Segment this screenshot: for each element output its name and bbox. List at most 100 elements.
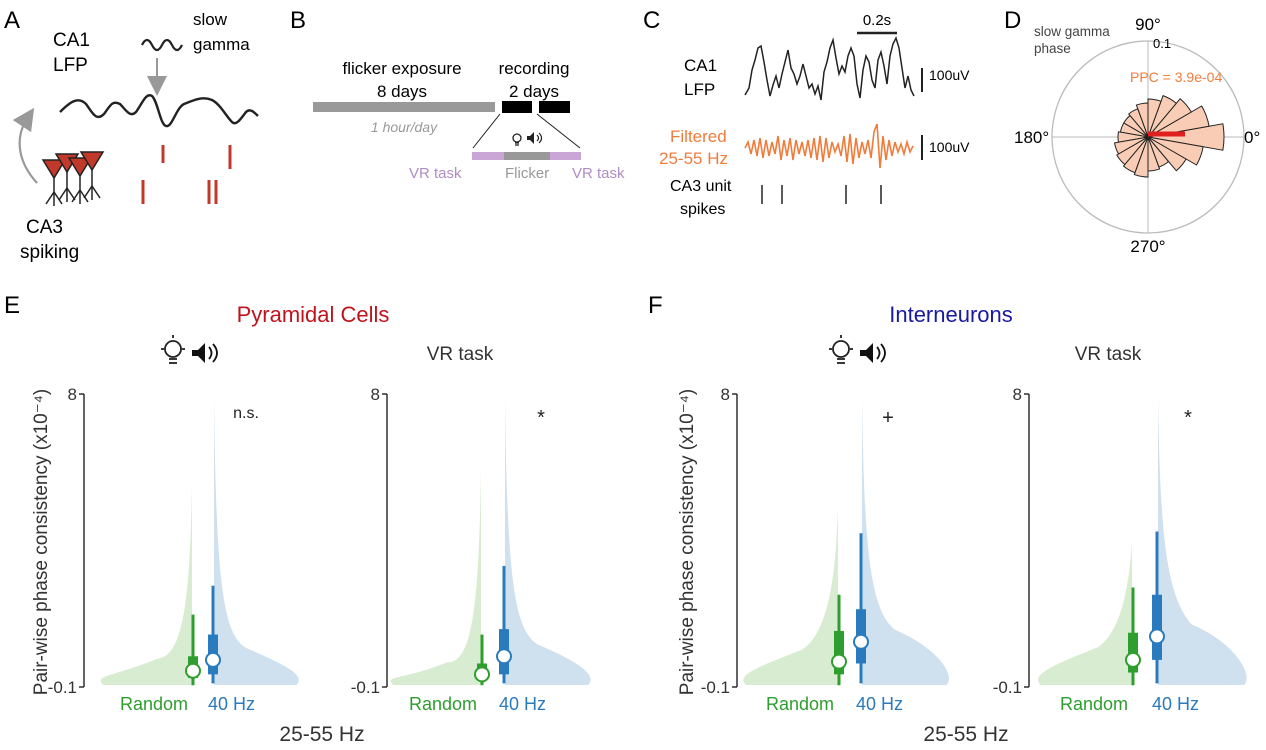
ca3-spiking-label-line1: CA3 [26,217,63,238]
raw-lfp-trace [744,35,915,101]
random-median [474,666,490,683]
panel-f-ylabel: Pair-wise phase consistency (x10⁻⁴) [677,389,698,695]
panel-b: B flicker exposure 8 days recording 2 da… [290,7,625,182]
category-label-40hz: 40 Hz [208,694,255,714]
per-day-label: 1 hour/day [371,119,438,135]
vr-task-right-label: VR task [572,165,625,182]
hz40-median [853,633,869,650]
phase-bin [1147,105,1210,138]
phase-histogram [1113,95,1225,178]
hz40-median [1149,628,1165,645]
recording-label-line1: recording [499,59,570,78]
unit-spike-ticks [761,185,882,204]
ca3-unit-label-line1: CA3 unit [670,178,732,195]
y-tick-label-top: 8 [1013,385,1022,404]
violin-subplot-1: 8 -0.1 Random 40 Hz n.s. [48,385,299,714]
flicker-segment [504,152,550,160]
panel-letter-f: F [648,292,663,319]
slow-gamma-label-line2: gamma [193,35,250,54]
bulb-icon [829,335,853,364]
polar-title-line1: slow gamma [1034,24,1110,39]
hz40-median [205,651,221,668]
zoom-line-left [472,113,501,149]
phase-bin [1147,136,1204,166]
panel-f-flicker-icons [829,335,886,364]
flicker-label: Flicker [505,165,549,182]
category-label-random: Random [409,694,477,714]
panel-letter-b: B [290,7,306,34]
phase-bin [1147,95,1177,138]
ca3-spiking-label-line2: spiking [20,242,79,263]
panel-letter-c: C [643,7,660,34]
y-tick-label-top: 8 [68,385,77,404]
raw-lfp-scale-label: 100uV [929,67,970,83]
panel-c: C 0.2s CA1 LFP 100uV Filtered 25-55 Hz 1… [643,7,970,218]
random-median [1125,651,1141,668]
ca1-lfp-label-line2: LFP [53,55,88,76]
panel-letter-d: D [1004,7,1021,34]
panel-e-flicker-icons [161,335,218,364]
significance-marker: * [537,407,545,429]
violin-subplot-4: 8 -0.1 Random 40 Hz * [993,385,1247,714]
y-tick-label-bottom: -0.1 [701,678,730,697]
panel-f-vr-subtitle: VR task [1075,344,1142,365]
panel-letter-e: E [4,292,20,319]
random-median [831,653,847,670]
y-tick-label-bottom: -0.1 [993,678,1022,697]
panel-letter-a: A [4,7,20,34]
filtered-scale-label: 100uV [929,139,970,155]
panel-f-title: Interneurons [889,302,1013,327]
y-tick-label-top: 8 [371,385,380,404]
violin-random [1037,542,1132,685]
speaker-icon [527,132,543,144]
ca3-neurons-icon [41,151,105,206]
panel-e-xlabel: 25-55 Hz [279,723,364,746]
phase-bin [1147,97,1192,138]
zoom-line-right [536,113,581,149]
random-median [185,662,201,679]
y-tick-label-top: 8 [721,385,730,404]
vr-task-left-label: VR task [409,165,462,182]
phase-bin [1128,108,1149,138]
slow-gamma-label-line1: slow [193,10,228,29]
violin-plots: 8 -0.1 Random 40 Hz n.s. 8 -0.1 Random 40 Hz * 8 -0… [48,385,1247,714]
filtered-label-line1: Filtered [670,127,727,146]
hz40-box [1152,594,1162,660]
panel-e-vr-subtitle: VR task [427,344,494,365]
phase-bin [1147,98,1162,138]
angle-label-0: 0° [1244,128,1260,147]
ca3-spike-ticks [141,145,232,204]
category-label-random: Random [1060,694,1128,714]
speaker-icon [192,343,218,363]
category-label-40hz: 40 Hz [499,694,546,714]
gamma-wave [141,38,183,52]
category-label-random: Random [120,694,188,714]
panel-d: D slow gamma phase 90° 0.1 PPC = 3.9e-04… [1004,7,1260,256]
raw-lfp-label-line2: LFP [684,80,715,99]
violin-40hz [214,394,299,685]
filtered-trace [744,123,914,169]
violin-subplot-2: 8 -0.1 Random 40 Hz * [351,385,591,714]
significance-marker: n.s. [233,405,259,422]
angle-label-180: 180° [1014,128,1049,147]
significance-marker: * [1184,407,1192,429]
exposure-bar [313,102,495,112]
panel-e-ylabel: Pair-wise phase consistency (x10⁻⁴) [31,389,52,695]
lfp-trace [59,94,259,128]
flicker-exposure-label-line1: flicker exposure [342,59,461,78]
radius-tick-label: 0.1 [1153,36,1171,51]
violin-40hz [1158,394,1247,685]
recording-label-line2: 2 days [509,82,559,101]
y-tick-label-bottom: -0.1 [351,678,380,697]
panel-e: E Pyramidal Cells Pair-wise phase consis… [4,292,494,746]
violin-40hz [505,394,591,685]
polar-title-line2: phase [1034,41,1071,56]
bulb-icon [512,133,522,146]
angle-label-270: 270° [1130,237,1165,256]
angle-label-90: 90° [1135,15,1161,34]
random-box [834,630,844,675]
hz40-median [496,648,512,665]
significance-marker: + [882,407,894,429]
y-tick-label-bottom: -0.1 [48,678,77,697]
